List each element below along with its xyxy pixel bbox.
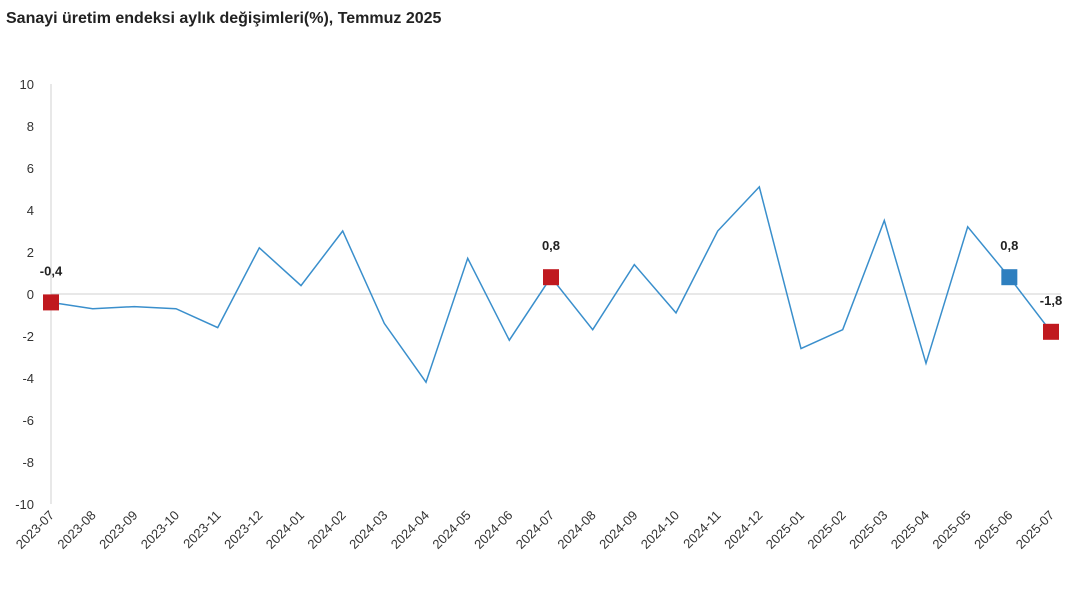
axes: 1086420-2-4-6-8-102023-072023-082023-092…: [13, 77, 1061, 552]
x-tick-label: 2024-01: [263, 508, 307, 552]
x-tick-label: 2024-08: [554, 508, 598, 552]
x-tick-label: 2024-06: [471, 508, 515, 552]
y-tick-label: 0: [27, 287, 34, 302]
y-tick-label: -2: [22, 329, 34, 344]
x-tick-label: 2025-01: [763, 508, 807, 552]
x-tick-label: 2025-02: [804, 508, 848, 552]
x-tick-label: 2023-09: [96, 508, 140, 552]
y-tick-label: -4: [22, 371, 34, 386]
x-tick-label: 2023-08: [54, 508, 98, 552]
y-tick-label: -8: [22, 455, 34, 470]
x-tick-label: 2024-05: [429, 508, 473, 552]
x-tick-label: 2024-09: [596, 508, 640, 552]
highlight-marker: [1001, 269, 1018, 286]
y-tick-label: 8: [27, 119, 34, 134]
y-tick-label: -6: [22, 413, 34, 428]
x-tick-label: 2025-04: [888, 508, 932, 552]
highlight-marker: [43, 294, 59, 311]
highlight-markers: -0,4 0,8 0,8 -1,8: [40, 238, 1062, 340]
highlight-marker: [1043, 323, 1059, 340]
x-tick-label: 2024-11: [680, 508, 724, 552]
x-tick-label: 2025-03: [846, 508, 890, 552]
x-tick-label: 2023-12: [221, 508, 265, 552]
x-tick-label: 2024-03: [346, 508, 390, 552]
x-tick-label: 2024-10: [638, 508, 682, 552]
y-tick-label: 2: [27, 245, 34, 260]
data-label: 0,8: [542, 238, 560, 253]
data-label: -1,8: [1040, 293, 1062, 308]
x-tick-label: 2023-11: [180, 508, 224, 552]
data-label: 0,8: [1000, 238, 1018, 253]
y-tick-label: 6: [27, 161, 34, 176]
x-tick-label: 2023-10: [138, 508, 182, 552]
x-tick-label: 2024-07: [513, 508, 557, 552]
chart-title: Sanayi üretim endeksi aylık değişimleri(…: [6, 10, 442, 27]
x-tick-label: 2025-05: [929, 508, 973, 552]
data-label: -0,4: [40, 263, 63, 278]
y-tick-label: -10: [15, 497, 34, 512]
highlight-marker: [543, 269, 559, 286]
x-tick-label: 2025-06: [971, 508, 1015, 552]
x-tick-label: 2023-07: [13, 508, 57, 552]
x-tick-label: 2024-12: [721, 508, 765, 552]
x-tick-label: 2024-02: [304, 508, 348, 552]
y-tick-label: 4: [27, 203, 34, 218]
x-tick-label: 2024-04: [388, 508, 432, 552]
x-tick-label: 2025-07: [1013, 508, 1057, 552]
y-tick-label: 10: [20, 77, 34, 92]
